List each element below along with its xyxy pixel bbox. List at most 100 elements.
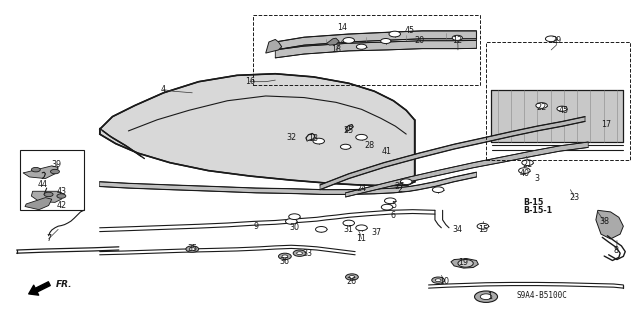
Text: 1: 1 [487, 292, 492, 301]
Text: 29: 29 [551, 36, 561, 45]
Text: S9A4-B5100C: S9A4-B5100C [516, 291, 568, 300]
Circle shape [285, 219, 297, 224]
Text: 43: 43 [56, 187, 67, 196]
Text: 40: 40 [519, 169, 529, 178]
Polygon shape [491, 90, 623, 142]
Text: 44: 44 [37, 181, 47, 189]
Text: 15: 15 [478, 225, 488, 234]
Circle shape [381, 204, 393, 210]
Text: B-15-1: B-15-1 [523, 206, 552, 215]
Polygon shape [596, 210, 623, 239]
Polygon shape [23, 166, 58, 179]
Text: 3: 3 [534, 174, 540, 183]
Circle shape [356, 134, 367, 140]
Text: 22: 22 [536, 103, 547, 112]
Text: 27: 27 [395, 182, 405, 191]
Circle shape [474, 291, 497, 302]
Circle shape [435, 279, 441, 282]
Circle shape [316, 226, 327, 232]
Text: 32: 32 [286, 133, 296, 142]
Polygon shape [346, 142, 588, 197]
Circle shape [452, 35, 463, 41]
Polygon shape [25, 197, 52, 210]
Circle shape [293, 250, 306, 256]
Text: 10: 10 [440, 277, 449, 286]
Polygon shape [320, 117, 585, 190]
Circle shape [57, 194, 66, 198]
Circle shape [381, 39, 391, 44]
Circle shape [186, 246, 198, 252]
Circle shape [51, 169, 60, 174]
Circle shape [522, 160, 533, 166]
Text: 45: 45 [559, 106, 569, 115]
Text: 12: 12 [452, 36, 462, 45]
Bar [486, 42, 630, 160]
Polygon shape [100, 74, 415, 186]
Text: 31: 31 [344, 225, 354, 234]
Circle shape [480, 294, 492, 300]
Circle shape [433, 187, 444, 193]
Polygon shape [326, 38, 339, 45]
Bar [20, 150, 84, 210]
Polygon shape [31, 191, 65, 202]
Text: 7: 7 [46, 234, 51, 243]
Text: 20: 20 [414, 36, 424, 45]
Text: 39: 39 [52, 160, 62, 169]
Circle shape [282, 255, 288, 258]
Circle shape [313, 138, 324, 144]
Circle shape [340, 144, 351, 149]
Text: 23: 23 [569, 193, 579, 202]
Text: 42: 42 [56, 201, 67, 210]
Text: 34: 34 [452, 225, 462, 234]
Text: 16: 16 [244, 77, 255, 86]
Circle shape [44, 192, 53, 197]
Circle shape [518, 168, 530, 174]
Text: 6: 6 [391, 211, 396, 219]
Polygon shape [266, 40, 282, 53]
Text: 24: 24 [356, 184, 367, 193]
Circle shape [557, 106, 567, 111]
Circle shape [477, 223, 488, 229]
Text: 2: 2 [397, 185, 403, 194]
Text: 28: 28 [365, 141, 375, 150]
Polygon shape [100, 172, 476, 195]
Text: 5: 5 [391, 201, 396, 210]
Text: 25: 25 [344, 126, 354, 135]
Text: 14: 14 [337, 23, 348, 32]
Text: 8: 8 [613, 246, 618, 255]
Bar [253, 15, 479, 85]
Circle shape [536, 103, 547, 108]
Circle shape [278, 253, 291, 260]
Text: FR.: FR. [56, 280, 73, 289]
Circle shape [297, 252, 303, 255]
Text: 30: 30 [289, 223, 300, 232]
Text: 35: 35 [188, 244, 197, 253]
Circle shape [389, 31, 401, 37]
Circle shape [343, 220, 355, 226]
Text: 36: 36 [280, 257, 290, 266]
Polygon shape [275, 31, 476, 50]
Circle shape [289, 214, 300, 219]
Circle shape [545, 36, 557, 42]
Text: 17: 17 [601, 120, 611, 129]
Circle shape [189, 248, 195, 250]
Text: 19: 19 [459, 258, 468, 267]
Text: 9: 9 [253, 222, 259, 231]
Text: 33: 33 [302, 249, 312, 258]
Text: 38: 38 [599, 217, 609, 226]
Text: 4: 4 [161, 85, 166, 94]
Circle shape [401, 179, 412, 185]
Circle shape [31, 167, 40, 172]
Circle shape [349, 276, 355, 278]
Text: 26: 26 [347, 277, 357, 286]
Text: 21: 21 [522, 160, 532, 169]
Circle shape [346, 274, 358, 280]
Polygon shape [451, 259, 478, 268]
Text: 11: 11 [356, 234, 367, 243]
FancyArrowPatch shape [29, 282, 50, 295]
Text: 45: 45 [404, 26, 415, 35]
Circle shape [343, 38, 355, 43]
Circle shape [356, 44, 367, 49]
Circle shape [356, 225, 367, 231]
Polygon shape [275, 41, 476, 58]
